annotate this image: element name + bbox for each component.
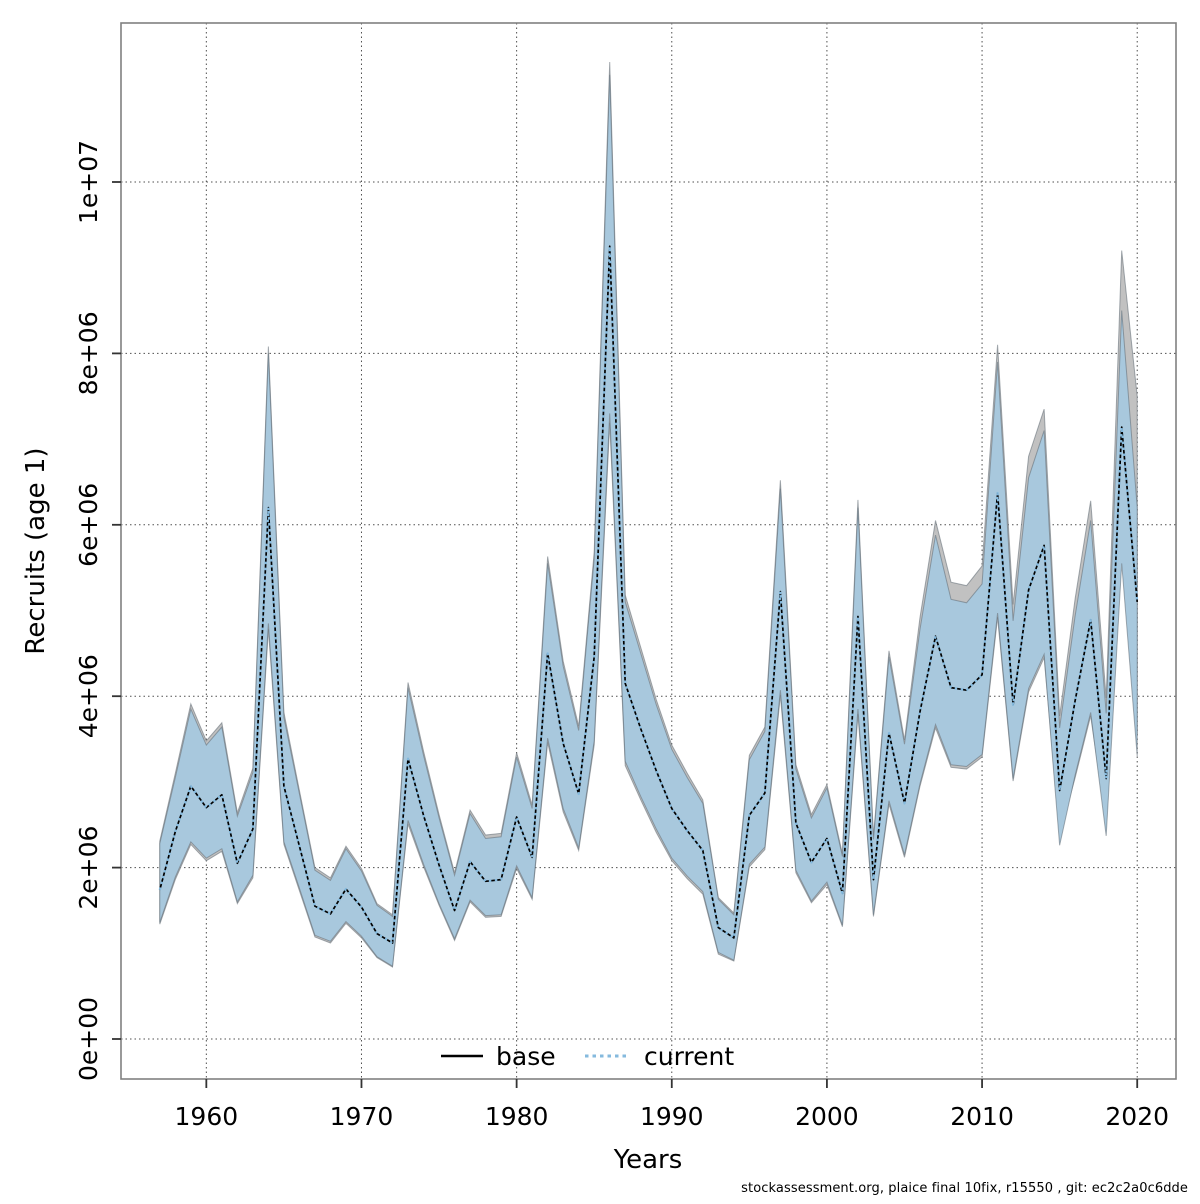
current-line <box>158 245 1139 945</box>
y-tick-label: 8e+06 <box>74 311 103 395</box>
x-tick-label: 2020 <box>1105 1102 1169 1131</box>
y-tick-label: 2e+06 <box>74 826 103 910</box>
x-tick-label: 2000 <box>795 1102 859 1131</box>
x-tick-label: 1970 <box>330 1102 394 1131</box>
y-tick-label: 4e+06 <box>74 654 103 738</box>
y-axis-title: Recruits (age 1) <box>21 447 51 654</box>
x-tick-label: 2010 <box>950 1102 1014 1131</box>
current-confidence-band <box>159 74 1138 967</box>
x-tick-label: 1980 <box>485 1102 549 1131</box>
legend-base-label: base <box>496 1042 556 1071</box>
plot-frame <box>120 22 1177 1080</box>
x-tick-label: 1990 <box>640 1102 704 1131</box>
legend: base current <box>441 1042 734 1071</box>
chart-generated-layers: 1960 1970 1980 1990 2000 2010 2020 0e+00 2e+06 4e… <box>74 22 1177 1131</box>
y-tick-label: 6e+06 <box>74 483 103 567</box>
footer-note: stockassessment.org, plaice final 10fix,… <box>741 1181 1188 1196</box>
y-tick-label: 1e+07 <box>74 140 103 224</box>
x-axis-title: Years <box>613 1145 683 1175</box>
legend-current-label: current <box>644 1042 734 1071</box>
x-tick-label: 1960 <box>175 1102 239 1131</box>
y-tick-label: 0e+00 <box>74 997 103 1081</box>
